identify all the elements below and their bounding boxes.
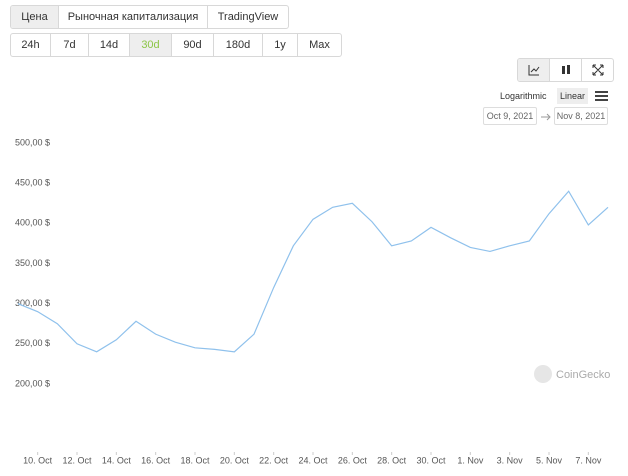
date-arrow xyxy=(541,113,551,121)
x-tick-label: 28. Oct xyxy=(377,455,407,465)
x-tick-label: 22. Oct xyxy=(259,455,289,465)
linear-scale-button[interactable]: Linear xyxy=(557,88,589,104)
range-button[interactable]: 90d xyxy=(172,34,214,56)
tab[interactable]: Рыночная капитализация xyxy=(59,6,208,28)
chart-type-bar xyxy=(517,58,614,82)
y-tick-label: 350,00 $ xyxy=(15,258,50,268)
range-button[interactable]: 24h xyxy=(11,34,51,56)
range-button[interactable]: 180d xyxy=(214,34,263,56)
date-from[interactable]: Oct 9, 2021 xyxy=(483,107,537,125)
menu-button[interactable] xyxy=(595,90,609,102)
range-button[interactable]: 14d xyxy=(89,34,130,56)
x-tick-label: 26. Oct xyxy=(338,455,368,465)
x-tick-label: 3. Nov xyxy=(497,455,524,465)
x-tick-label: 18. Oct xyxy=(180,455,210,465)
x-tick-label: 12. Oct xyxy=(62,455,92,465)
range-button[interactable]: Max xyxy=(309,39,330,51)
y-tick-label: 300,00 $ xyxy=(15,298,50,308)
y-tick-label: 500,00 $ xyxy=(15,137,50,147)
candle-chart-button[interactable] xyxy=(550,59,582,81)
watermark-text: CoinGecko xyxy=(556,369,610,381)
x-tick-label: 5. Nov xyxy=(536,455,563,465)
x-tick-label: 7. Nov xyxy=(575,455,602,465)
date-to[interactable]: Nov 8, 2021 xyxy=(554,107,608,125)
watermark: CoinGecko xyxy=(534,365,610,383)
range-button[interactable]: 30d xyxy=(130,34,172,56)
fullscreen-button[interactable] xyxy=(582,59,613,81)
x-tick-label: 30. Oct xyxy=(416,455,446,465)
x-tick-label: 14. Oct xyxy=(102,455,132,465)
range-button[interactable]: 7d xyxy=(51,34,89,56)
log-scale-button[interactable]: Logarithmic xyxy=(500,91,547,101)
price-line xyxy=(17,190,609,353)
range-button[interactable]: 1y xyxy=(263,34,298,56)
x-tick-label: 1. Nov xyxy=(457,455,484,465)
tab[interactable]: TradingView xyxy=(217,11,279,23)
y-tick-label: 400,00 $ xyxy=(15,218,50,228)
x-tick-label: 10. Oct xyxy=(23,455,53,465)
tab[interactable]: Цена xyxy=(11,6,59,28)
x-tick-label: 20. Oct xyxy=(220,455,250,465)
y-tick-label: 200,00 $ xyxy=(15,378,50,388)
x-tick-label: 24. Oct xyxy=(298,455,328,465)
watermark-logo xyxy=(534,365,552,383)
y-tick-label: 250,00 $ xyxy=(15,338,50,348)
y-tick-label: 450,00 $ xyxy=(15,178,50,188)
tab-bar: Цена Рыночная капитализация TradingView xyxy=(10,5,289,29)
range-bar: 24h 7d 14d 30d 90d 180d 1y Max xyxy=(10,33,342,57)
x-tick-label: 16. Oct xyxy=(141,455,171,465)
line-chart-button[interactable] xyxy=(518,59,550,81)
